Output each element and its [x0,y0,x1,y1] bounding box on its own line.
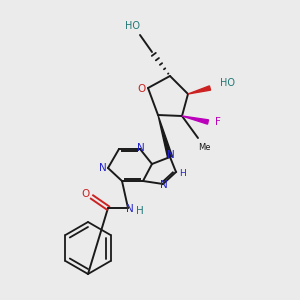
Text: F: F [215,117,221,127]
Text: H: H [136,206,144,216]
Text: N: N [167,150,175,160]
Text: HO: HO [220,78,235,88]
Text: N: N [137,143,145,153]
Text: Me: Me [198,142,210,152]
Text: H: H [180,169,186,178]
Text: O: O [137,84,145,94]
Text: N: N [126,204,134,214]
Text: N: N [160,180,168,190]
Polygon shape [188,86,211,94]
Polygon shape [182,116,208,124]
Polygon shape [158,115,172,158]
Text: N: N [99,163,107,173]
Text: HO: HO [125,21,140,31]
Text: O: O [82,189,90,199]
